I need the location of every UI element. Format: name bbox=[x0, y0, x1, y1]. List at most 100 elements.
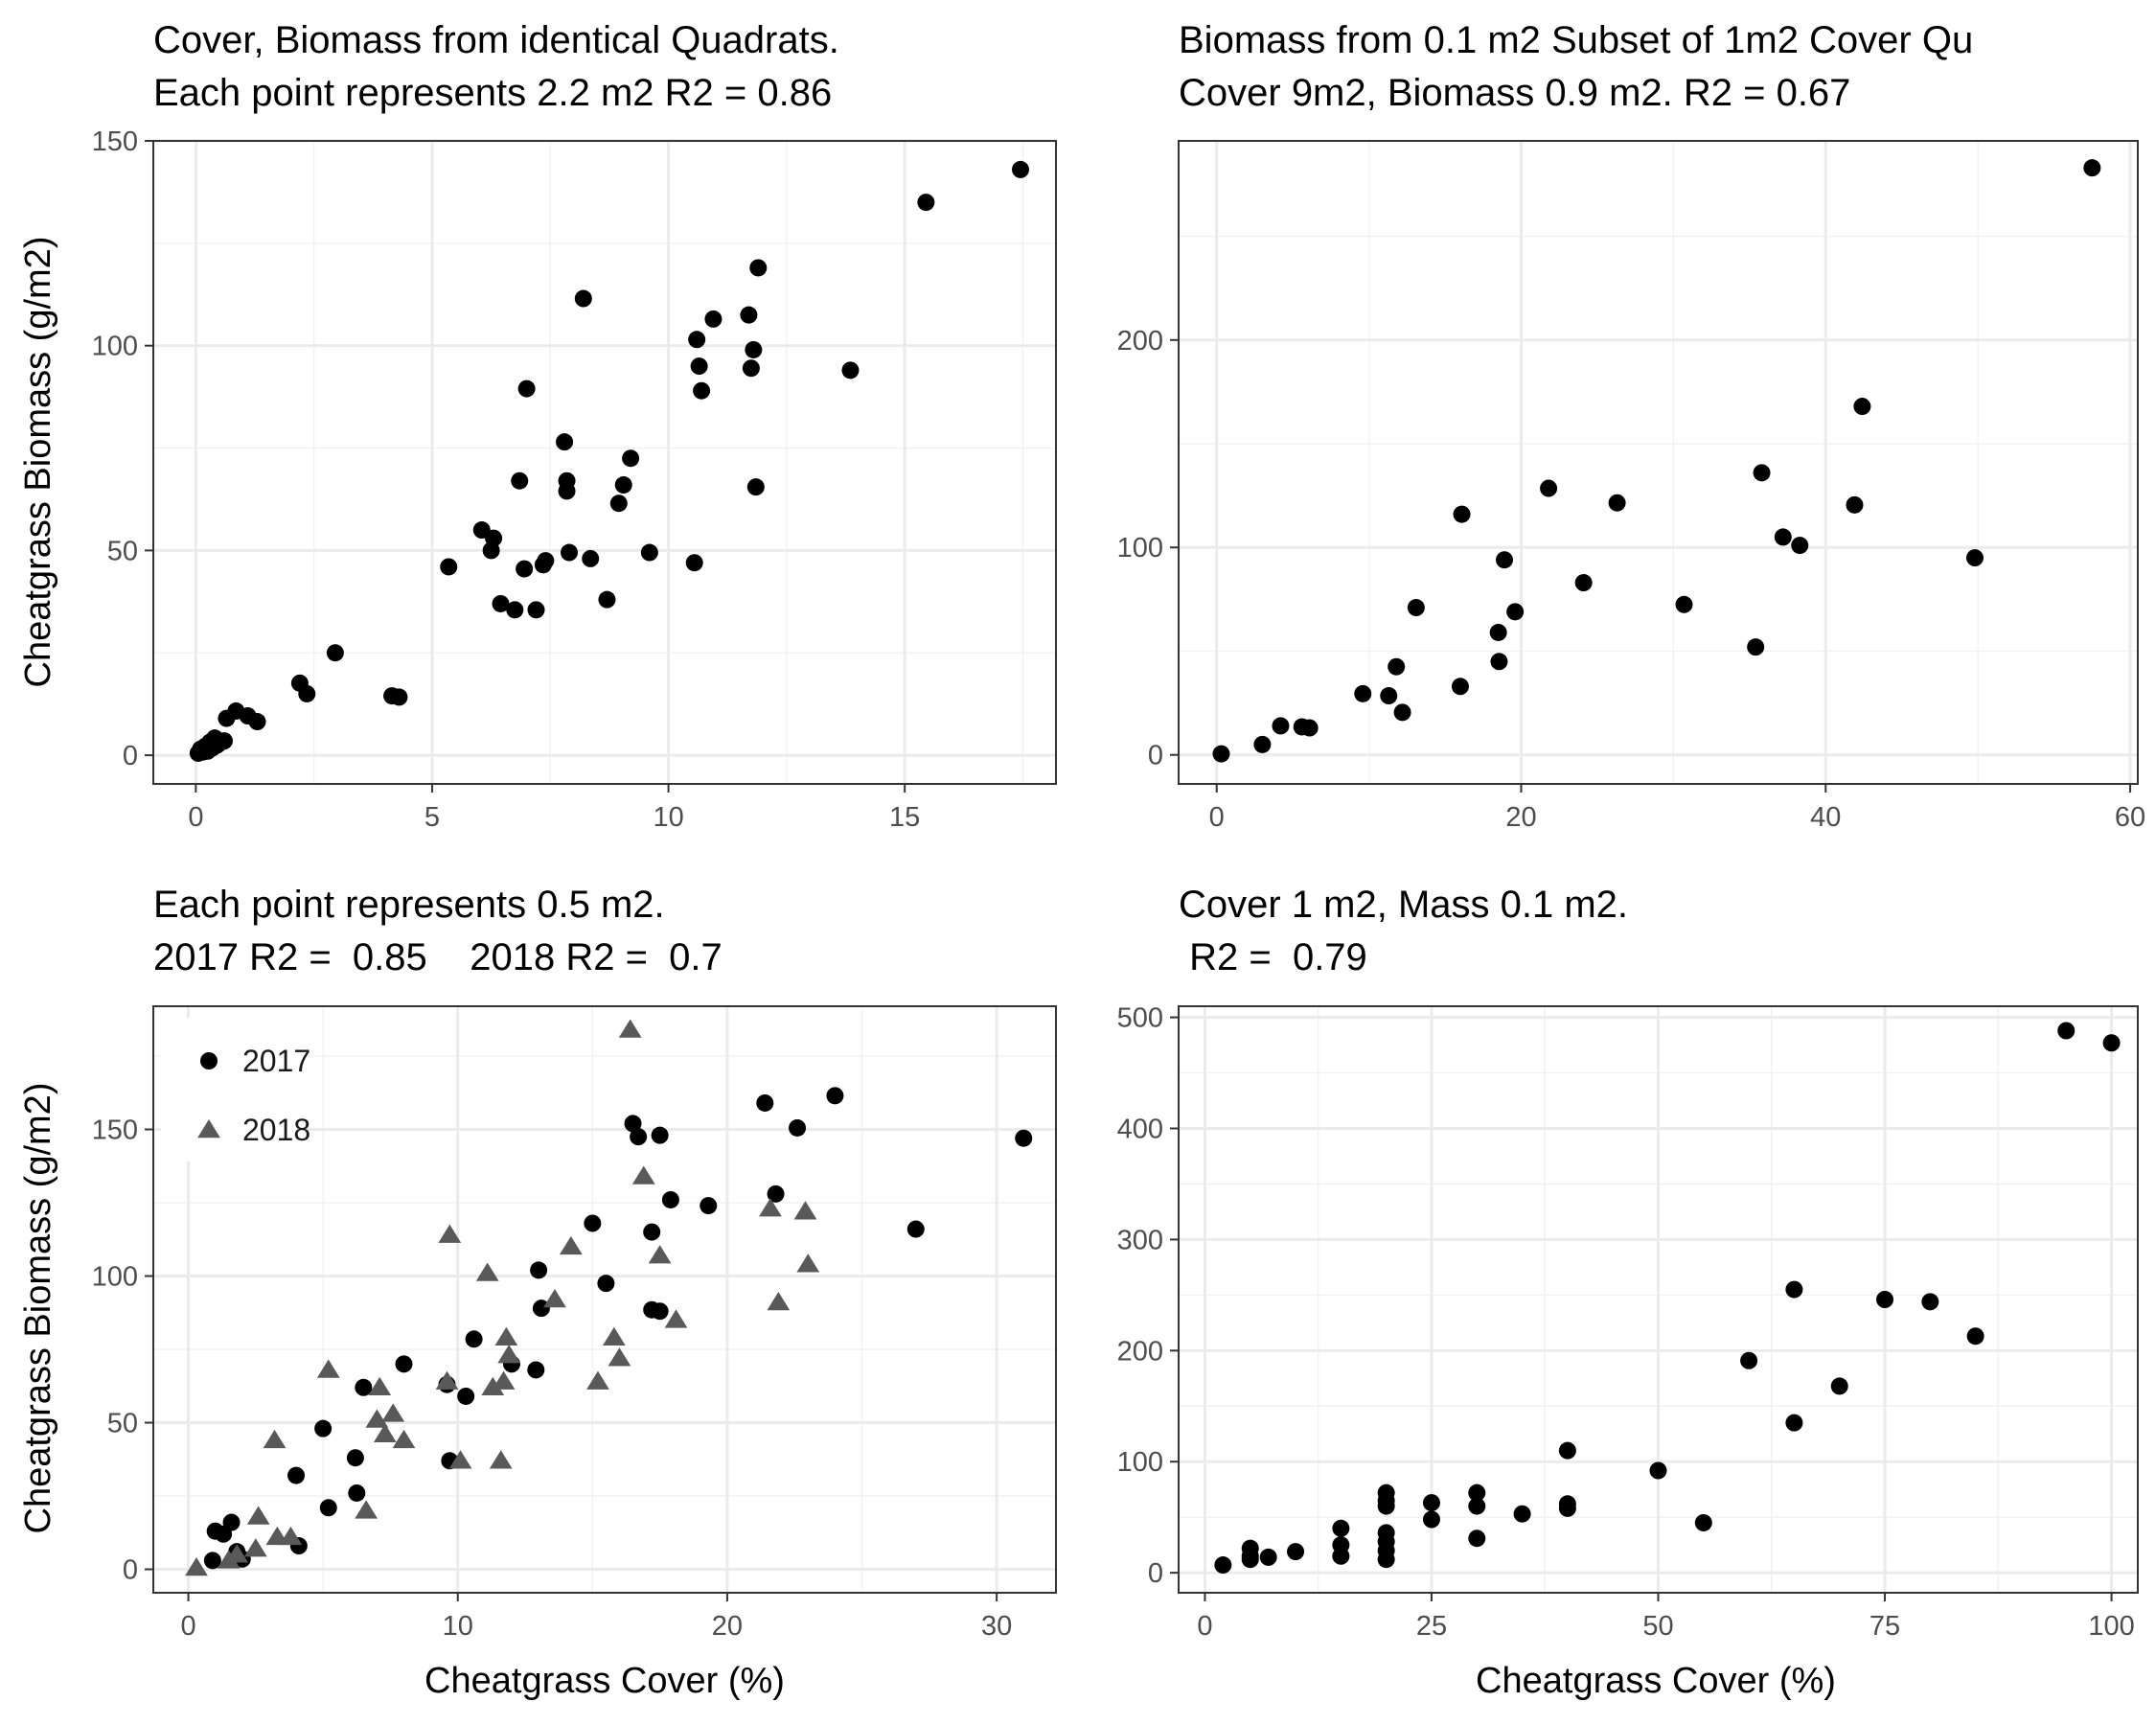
panel-bottom-right-x-tick-label: 25 bbox=[1416, 1611, 1447, 1642]
panel-bottom-left-panel-border bbox=[152, 1005, 1057, 1594]
panel-top-left-point bbox=[537, 552, 555, 570]
panel-bottom-left-point bbox=[465, 1330, 483, 1348]
panel-top-right-point bbox=[1506, 603, 1525, 621]
panel-bottom-left-point bbox=[355, 1378, 373, 1396]
panel-top-left-plot-background bbox=[153, 141, 1056, 784]
panel-top-left-point bbox=[693, 381, 711, 400]
panel-top-left-point bbox=[704, 310, 722, 328]
panel-top-left-point bbox=[685, 554, 703, 572]
panel-bottom-left-x-tick-label: 30 bbox=[981, 1611, 1012, 1642]
panel-bottom-right-point bbox=[1513, 1505, 1531, 1523]
panel-top-right-x-tick-label: 60 bbox=[2115, 802, 2145, 833]
panel-top-left-point bbox=[614, 476, 632, 494]
panel-bottom-left-point bbox=[826, 1087, 844, 1105]
panel-bottom-left-point-triangle bbox=[243, 1538, 267, 1557]
panel-bottom-left-point bbox=[203, 1552, 221, 1570]
panel-bottom-left-point-triangle bbox=[664, 1309, 688, 1328]
panel-bottom-right-title-line-1: Cover 1 m2, Mass 0.1 m2. bbox=[1179, 884, 1628, 926]
panel-top-left-point bbox=[527, 601, 545, 619]
panel-bottom-left-point-triangle bbox=[316, 1359, 340, 1378]
panel-bottom-right-point bbox=[1377, 1484, 1395, 1502]
panel-bottom-right-point bbox=[1214, 1556, 1232, 1575]
panel-bottom-right-point bbox=[1694, 1513, 1712, 1531]
panel-bottom-left-point-triangle bbox=[492, 1370, 516, 1390]
panel-top-right-y-tick-label: 0 bbox=[1148, 741, 1163, 771]
panel-bottom-right-point bbox=[1558, 1441, 1576, 1460]
panel-top-left-point bbox=[1012, 160, 1030, 178]
panel-top-right-title-line-1: Biomass from 0.1 m2 Subset of 1m2 Cover … bbox=[1179, 19, 1973, 61]
panel-bottom-left-point-triangle bbox=[435, 1370, 459, 1390]
panel-top-right-point bbox=[1388, 657, 1406, 676]
panel-bottom-right-point bbox=[1259, 1548, 1277, 1566]
panel-bottom-right-point bbox=[1468, 1484, 1486, 1502]
panel-bottom-left-point-triangle bbox=[185, 1556, 208, 1576]
panel-bottom-left-point-triangle bbox=[559, 1235, 583, 1255]
panel-bottom-right-x-tick-label: 100 bbox=[2088, 1611, 2134, 1642]
panel-bottom-right-point bbox=[1785, 1414, 1803, 1432]
panel-bottom-left-point bbox=[643, 1223, 661, 1241]
panel-bottom-left-y-tick-label: 150 bbox=[92, 1116, 138, 1146]
panel-bottom-left-point-triangle bbox=[767, 1292, 791, 1311]
panel-bottom-left-point-triangle bbox=[448, 1450, 472, 1469]
panel-top-right-point bbox=[1791, 537, 1809, 555]
panel-top-right-point bbox=[1393, 703, 1411, 722]
panel-bottom-right-point bbox=[1921, 1293, 1939, 1311]
panel-bottom-left-point-triangle bbox=[489, 1450, 513, 1469]
panel-top-right-x-tick-label: 0 bbox=[1209, 802, 1225, 833]
panel-top-right-plot-area bbox=[1178, 140, 2139, 785]
panel-bottom-left-point bbox=[906, 1220, 925, 1238]
panel-bottom-left-point bbox=[584, 1214, 602, 1232]
panel-top-left-y-tick-label: 100 bbox=[92, 332, 138, 362]
panel-bottom-right-y-tick-label: 200 bbox=[1117, 1336, 1163, 1367]
panel-bottom-right-x-tick-label: 0 bbox=[1197, 1611, 1212, 1642]
panel-top-left-point bbox=[609, 494, 628, 513]
panel-bottom-left-point-triangle bbox=[494, 1326, 518, 1346]
panel-bottom-left-legend-key-2017 bbox=[200, 1052, 218, 1070]
panel-top-left-point bbox=[598, 590, 616, 609]
panel-bottom-left-point bbox=[651, 1302, 669, 1321]
panel-bottom-right-x-tick-label: 75 bbox=[1869, 1611, 1900, 1642]
panel-top-right-point bbox=[1675, 595, 1693, 613]
panel-top-right-point bbox=[1451, 678, 1469, 696]
panel-top-right-point bbox=[1496, 551, 1514, 569]
panel-top-left-point bbox=[640, 543, 658, 562]
panel-bottom-left-legend-label-2017: 2017 bbox=[242, 1044, 310, 1078]
panel-top-left-point bbox=[517, 380, 536, 398]
panel-top-right-point bbox=[1540, 479, 1558, 497]
panel-bottom-left-x-tick-label: 10 bbox=[443, 1611, 473, 1642]
panel-top-left-point bbox=[917, 194, 935, 212]
panel-bottom-left-point bbox=[348, 1484, 366, 1502]
panel-bottom-left-point-triangle bbox=[438, 1224, 462, 1243]
panel-bottom-left-point-triangle bbox=[631, 1165, 655, 1184]
panel-bottom-left-point-triangle bbox=[543, 1289, 566, 1308]
panel-top-right-point bbox=[1846, 495, 1864, 514]
panel-top-right-y-tick-label: 100 bbox=[1117, 533, 1163, 564]
panel-top-right-point bbox=[1300, 719, 1319, 737]
panel-bottom-left-point bbox=[527, 1361, 545, 1379]
panel-bottom-left-point bbox=[287, 1466, 306, 1484]
panel-top-left-point bbox=[742, 359, 760, 378]
panel-top-left-panel-border bbox=[152, 140, 1057, 785]
panel-bottom-left-point bbox=[789, 1118, 807, 1137]
panel-bottom-left-point-triangle bbox=[759, 1198, 782, 1217]
panel-bottom-right-point bbox=[1377, 1524, 1395, 1542]
panel-bottom-left-legend-background bbox=[161, 1018, 305, 1162]
panel-bottom-right-x-axis-label: Cheatgrass Cover (%) bbox=[1476, 1661, 1836, 1701]
panel-bottom-right-point bbox=[1966, 1327, 1984, 1346]
panel-bottom-right-title-line-2: R2 = 0.79 bbox=[1179, 936, 1367, 978]
panel-top-right-series-0 bbox=[1212, 159, 2101, 763]
panel-top-left-point bbox=[746, 478, 765, 496]
panel-top-left-title-line-2: Each point represents 2.2 m2 R2 = 0.86 bbox=[153, 72, 832, 114]
panel-top-left-point bbox=[215, 732, 233, 750]
panel-bottom-left-point-triangle bbox=[497, 1345, 521, 1364]
panel-top-right-x-tick-label: 40 bbox=[1810, 802, 1841, 833]
panel-top-left-series-0 bbox=[189, 160, 1030, 762]
panel-top-left-point bbox=[740, 306, 758, 324]
panel-bottom-left-point bbox=[661, 1190, 679, 1208]
panel-bottom-right-point bbox=[2057, 1022, 2076, 1040]
panel-bottom-left-point bbox=[530, 1261, 548, 1279]
panel-top-left-x-tick-label: 10 bbox=[653, 802, 683, 833]
panel-top-left-point bbox=[440, 558, 458, 576]
panel-bottom-left-point bbox=[700, 1197, 718, 1215]
